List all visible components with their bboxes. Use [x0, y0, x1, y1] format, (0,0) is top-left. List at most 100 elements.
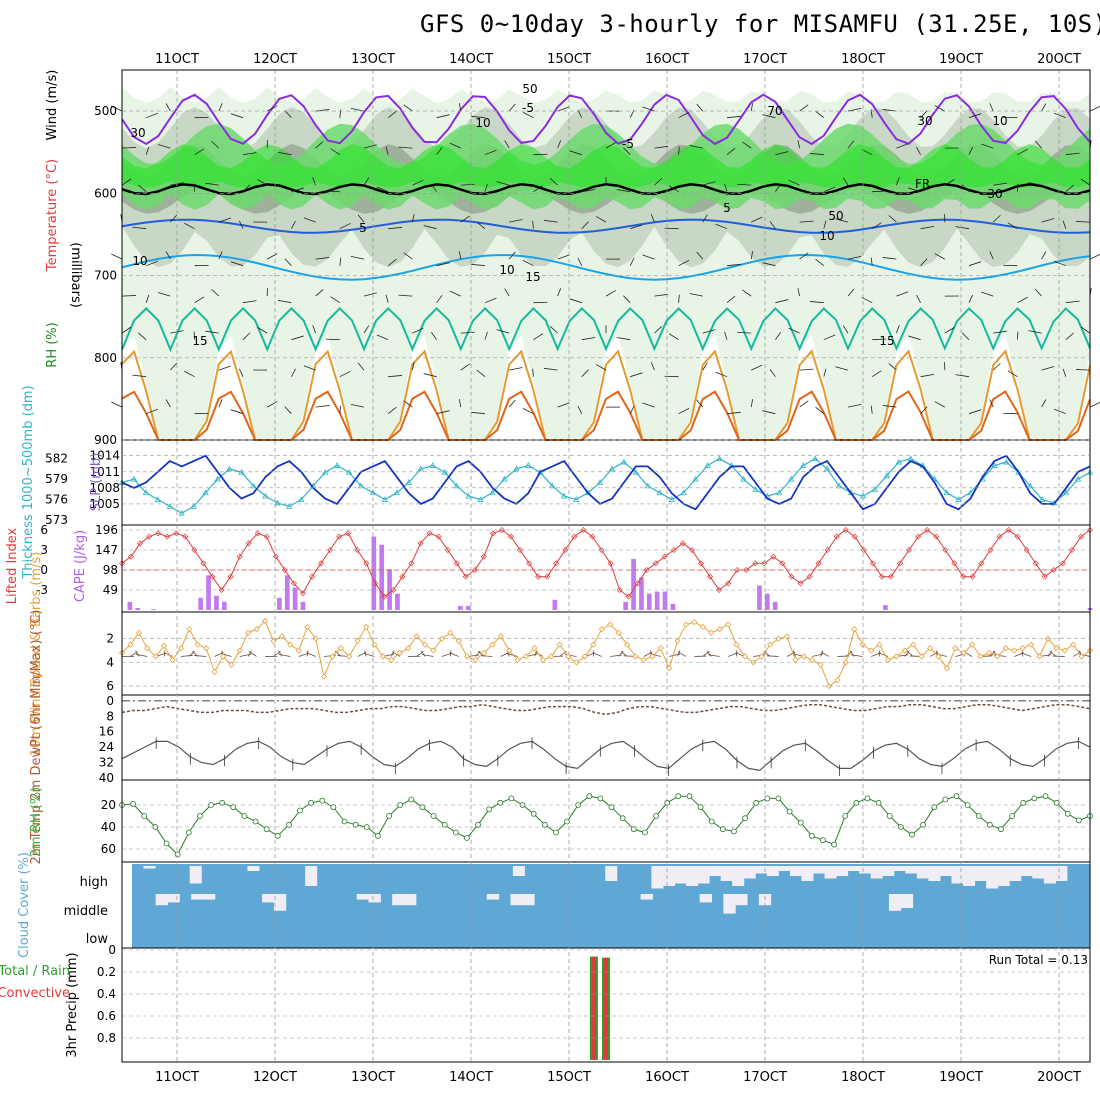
wind-barb	[522, 259, 534, 267]
rh-point	[975, 813, 982, 819]
wind-speed-point	[868, 647, 875, 654]
cape-bar	[772, 601, 778, 610]
wind-speed-point	[1078, 653, 1085, 660]
cloud-cell-high	[189, 866, 202, 884]
wind-barb	[363, 325, 370, 334]
wind-barb	[277, 151, 292, 156]
li-point	[227, 573, 234, 580]
wind-barb	[522, 407, 534, 415]
li-line	[121, 529, 1091, 598]
li-point	[851, 533, 858, 540]
wind-barb	[218, 103, 223, 112]
wind-barb	[339, 405, 342, 414]
wind-barb	[871, 370, 882, 378]
li-point	[128, 553, 135, 560]
wind-barb	[1065, 152, 1080, 156]
thickness-point	[453, 482, 460, 489]
cloud-cell-high	[859, 866, 872, 874]
li-point	[435, 533, 442, 540]
li-point	[679, 540, 686, 547]
wind-barb-10m	[592, 652, 602, 657]
thickness-point	[668, 496, 675, 502]
li-point	[951, 560, 958, 567]
wind-barb-10m	[441, 652, 452, 657]
wind-barb	[403, 104, 413, 112]
wind-barb	[165, 399, 171, 408]
wind-barb	[799, 368, 814, 371]
li-point	[444, 547, 451, 553]
wind-barb	[476, 369, 486, 377]
wind-barb	[847, 403, 862, 408]
wind-barb	[257, 179, 268, 186]
wind-barb	[799, 252, 809, 260]
wind-speed-point	[985, 649, 993, 656]
li-ylabel: Lifted Index	[5, 527, 20, 604]
li-point	[779, 560, 786, 567]
thickness-point	[298, 496, 305, 502]
wind-barb	[842, 177, 849, 186]
wind-barb	[388, 375, 403, 378]
cape-bar	[395, 593, 400, 610]
temp-tick: 24	[99, 740, 114, 754]
wind-barb	[809, 301, 824, 304]
li-tick: 0	[40, 563, 48, 577]
li-point	[191, 547, 198, 553]
rh-point	[163, 840, 170, 847]
wind-speed-point	[884, 656, 892, 664]
wind-speed-point	[590, 641, 597, 648]
wind-barb-10m	[135, 650, 140, 657]
li-point	[517, 547, 524, 553]
slp-ylabel: SLP (mb)	[89, 453, 104, 512]
wind-speed-point	[329, 653, 336, 660]
wind-speed-point	[219, 653, 227, 660]
thickness-point	[369, 489, 377, 496]
date-label-bottom: 16OCT	[645, 1070, 689, 1085]
li-point	[996, 533, 1003, 540]
cloud-cell-middle	[262, 894, 275, 903]
thickness-point	[1062, 489, 1070, 496]
rh-point	[330, 804, 337, 811]
rh-point	[775, 795, 782, 802]
date-label-bottom: 15OCT	[547, 1070, 591, 1085]
temp-tick: 16	[99, 725, 114, 739]
rh-point	[464, 835, 470, 841]
rh-point	[619, 815, 626, 822]
wind-barb-10m	[904, 650, 910, 657]
wind-barb	[1062, 368, 1067, 377]
wind-speed-point	[581, 653, 589, 660]
cape-bar	[292, 587, 298, 610]
wind-barb-10m	[420, 650, 426, 657]
wind-barb	[726, 115, 741, 119]
wind-barb	[121, 326, 132, 334]
wind-barb	[138, 332, 147, 340]
rh-point	[386, 813, 392, 819]
wind-speed-point	[623, 641, 631, 648]
wind-speed-point	[278, 633, 285, 640]
wind-barb	[508, 399, 516, 408]
isotherm-label: -5	[622, 137, 634, 151]
rh-point	[1075, 817, 1082, 824]
wind-speed-point	[396, 649, 403, 656]
date-label-top: 16OCT	[645, 52, 689, 67]
wind-barb	[471, 115, 486, 119]
wind-barb	[689, 293, 703, 297]
wind-speed-point	[354, 637, 361, 645]
wind-speed-point	[186, 626, 193, 633]
cape-bar	[654, 591, 660, 610]
isotherm-label: 15	[879, 334, 894, 348]
li-point	[137, 540, 144, 547]
wind-speed-point	[438, 635, 445, 642]
li-point	[788, 573, 795, 580]
wind-barb	[330, 296, 341, 304]
date-label-bottom: 14OCT	[449, 1070, 493, 1085]
wind-barb	[543, 219, 558, 223]
cloud-cell-middle	[640, 894, 653, 900]
date-label-top: 20OCT	[1037, 52, 1081, 67]
thickness-point	[883, 472, 891, 479]
wind-barb	[363, 144, 377, 149]
wind-barb	[403, 252, 413, 260]
rh-point	[630, 826, 637, 833]
wind-speed-point	[960, 649, 967, 656]
wind-barb	[363, 177, 370, 186]
wind-barb-10m	[135, 653, 148, 657]
